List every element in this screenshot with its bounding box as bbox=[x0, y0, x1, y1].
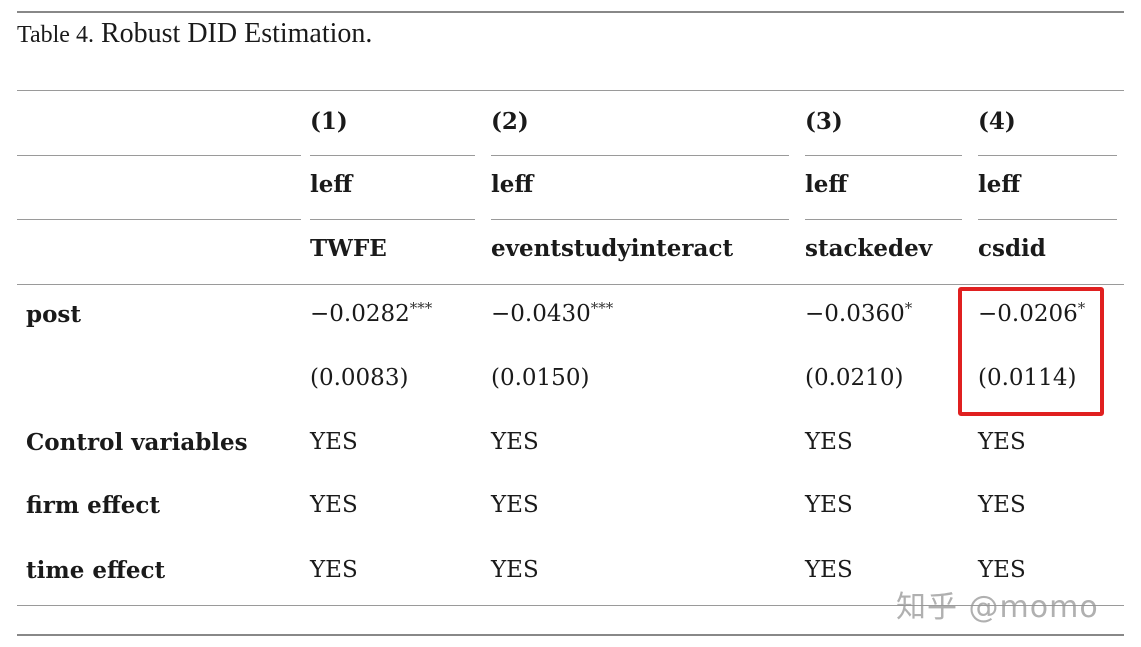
time-4: YES bbox=[978, 557, 1026, 583]
table-caption: Table 4. Robust DID Estimation. bbox=[17, 18, 372, 50]
post-se-4: (0.0114) bbox=[978, 365, 1077, 391]
watermark: 知乎 @momo bbox=[896, 590, 1099, 625]
col-dep-1: leff bbox=[310, 171, 353, 198]
post-coef-1: −0.0282*** bbox=[310, 299, 433, 327]
col-num-2: (2) bbox=[491, 108, 529, 135]
post-se-1: (0.0083) bbox=[310, 365, 409, 391]
col3-rule-1 bbox=[805, 155, 962, 156]
table-top-rule bbox=[17, 11, 1124, 13]
body-rule bbox=[17, 284, 1124, 285]
col3-rule-2 bbox=[805, 219, 962, 220]
time-1: YES bbox=[310, 557, 358, 583]
stub-rule-2 bbox=[17, 219, 301, 220]
caption-title: Robust DID Estimation. bbox=[100, 18, 373, 49]
col1-rule-1 bbox=[310, 155, 475, 156]
stub-rule-1 bbox=[17, 155, 301, 156]
col1-rule-2 bbox=[310, 219, 475, 220]
col-method-2: eventstudyinteract bbox=[491, 235, 734, 262]
time-3: YES bbox=[805, 557, 853, 583]
row-label-time: time effect bbox=[26, 557, 166, 584]
post-se-3: (0.0210) bbox=[805, 365, 904, 391]
col-method-1: TWFE bbox=[310, 235, 387, 262]
post-se-2: (0.0150) bbox=[491, 365, 590, 391]
firm-4: YES bbox=[978, 492, 1026, 518]
col-num-3: (3) bbox=[805, 108, 843, 135]
row-label-post: post bbox=[26, 301, 81, 328]
firm-1: YES bbox=[310, 492, 358, 518]
col-method-4: csdid bbox=[978, 235, 1046, 262]
row-label-controls: Control variables bbox=[26, 429, 248, 456]
controls-2: YES bbox=[491, 429, 539, 455]
row-label-firm: firm effect bbox=[26, 492, 160, 519]
firm-3: YES bbox=[805, 492, 853, 518]
table-end-rule bbox=[17, 605, 1124, 606]
highlight-box bbox=[958, 287, 1104, 416]
col-dep-4: leff bbox=[978, 171, 1021, 198]
col4-rule-1 bbox=[978, 155, 1117, 156]
firm-2: YES bbox=[491, 492, 539, 518]
col-num-1: (1) bbox=[310, 108, 348, 135]
post-coef-4: −0.0206* bbox=[978, 299, 1086, 327]
col4-rule-2 bbox=[978, 219, 1117, 220]
col2-rule-2 bbox=[491, 219, 789, 220]
col-method-3: stackedev bbox=[805, 235, 933, 262]
col-num-4: (4) bbox=[978, 108, 1016, 135]
post-coef-2: −0.0430*** bbox=[491, 299, 614, 327]
col-dep-2: leff bbox=[491, 171, 534, 198]
caption-label: Table 4. bbox=[17, 22, 94, 48]
controls-4: YES bbox=[978, 429, 1026, 455]
header-rule bbox=[17, 90, 1124, 91]
time-2: YES bbox=[491, 557, 539, 583]
col2-rule-1 bbox=[491, 155, 789, 156]
controls-3: YES bbox=[805, 429, 853, 455]
post-coef-3: −0.0360* bbox=[805, 299, 913, 327]
table-bottom-rule bbox=[17, 634, 1124, 636]
controls-1: YES bbox=[310, 429, 358, 455]
col-dep-3: leff bbox=[805, 171, 848, 198]
